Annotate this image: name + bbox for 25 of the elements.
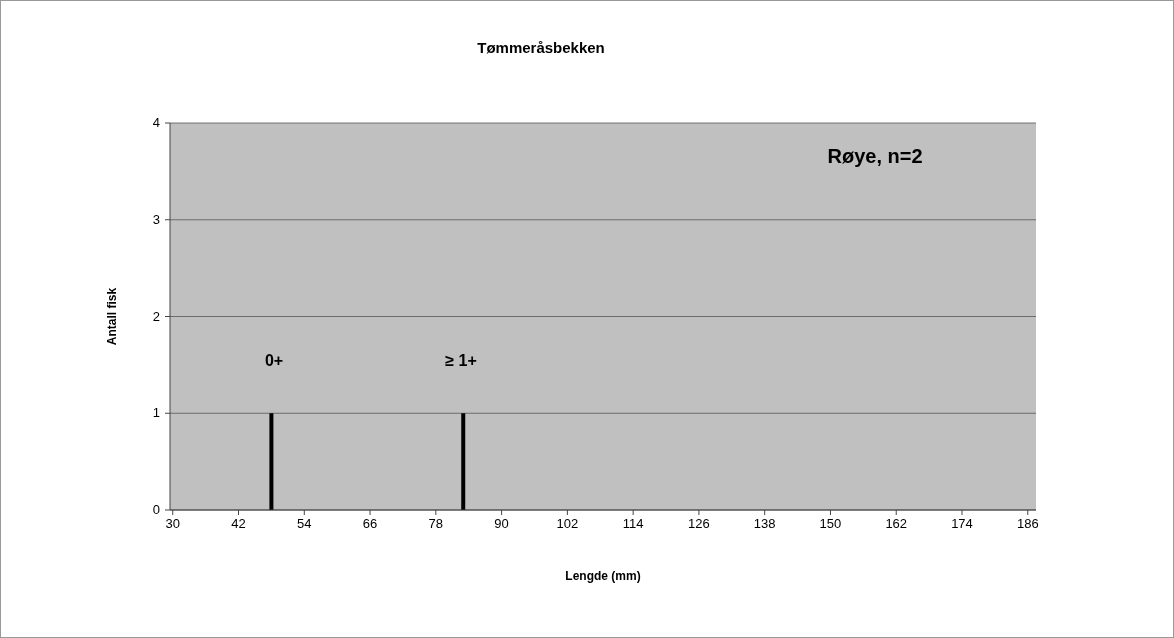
- x-tick-label: 114: [622, 516, 644, 531]
- x-tick-label: 78: [428, 516, 444, 531]
- y-axis-title: Antall fisk: [105, 287, 119, 346]
- y-tick-label: 3: [152, 211, 160, 227]
- chart-title: Tømmeråsbekken: [477, 39, 605, 56]
- x-tick-label: 90: [494, 516, 509, 531]
- x-tick-label: 66: [362, 516, 378, 531]
- y-tick-label: 4: [152, 115, 160, 130]
- x-axis-title: Lengde (mm): [565, 569, 641, 583]
- x-tick-label: 102: [556, 516, 579, 531]
- x-tick-label: 174: [951, 516, 973, 531]
- y-tick-label: 2: [152, 308, 160, 324]
- x-tick-label: 186: [1016, 516, 1039, 531]
- annotation: ≥ 1+: [445, 352, 477, 369]
- y-tick-label: 1: [152, 405, 160, 421]
- x-tick-label: 42: [231, 516, 246, 531]
- annotation: Røye, n=2: [827, 145, 923, 167]
- x-tick-label: 30: [165, 516, 180, 531]
- x-tick-label: 138: [753, 516, 776, 531]
- annotation: 0+: [264, 352, 284, 369]
- y-tick-label: 0: [152, 502, 160, 517]
- x-tick-label: 126: [688, 516, 710, 531]
- x-tick-label: 150: [819, 516, 842, 531]
- x-tick-label: 54: [297, 516, 312, 531]
- x-tick-label: 162: [885, 516, 908, 531]
